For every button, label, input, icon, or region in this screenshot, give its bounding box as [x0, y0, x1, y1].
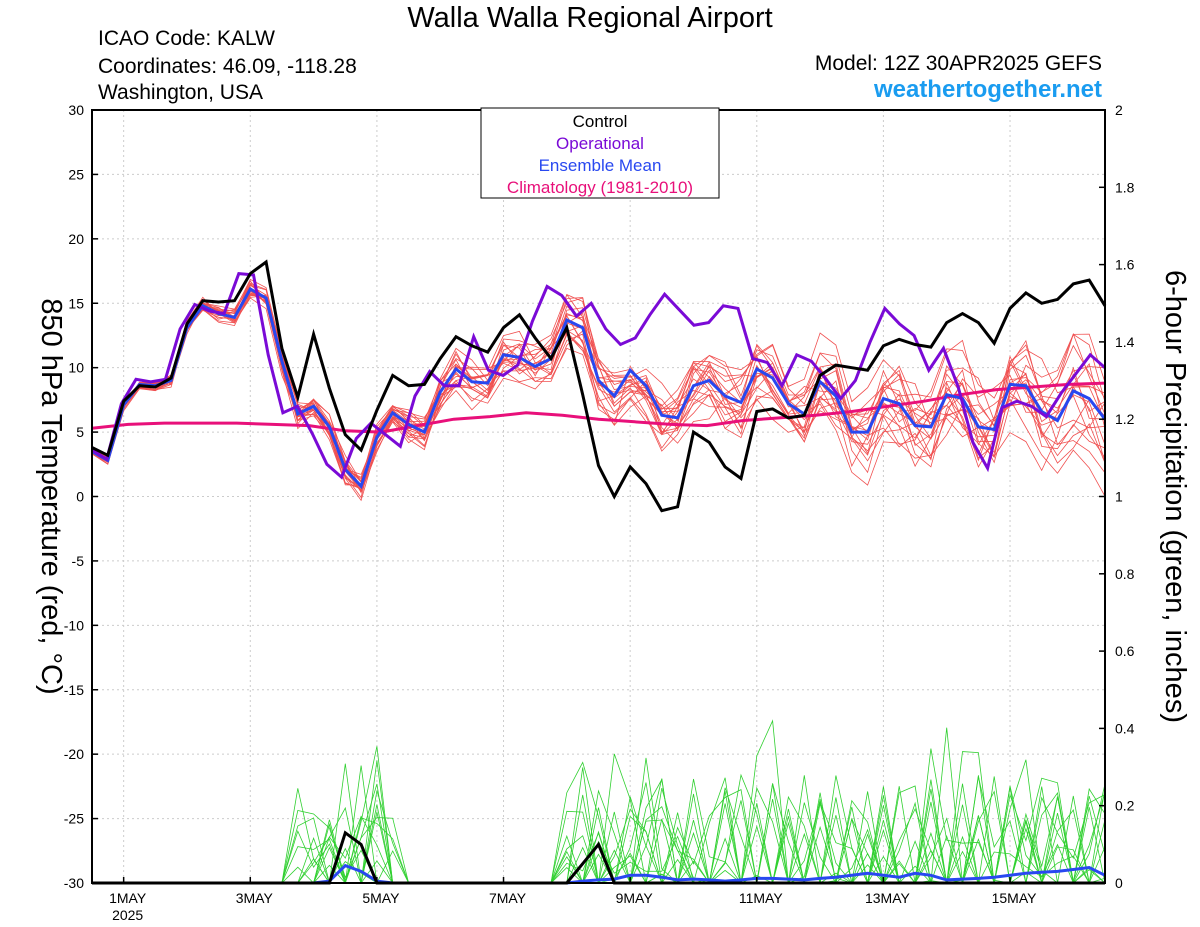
operational-temperature-line: [91, 272, 1106, 480]
right-tick-label: 0.4: [1115, 720, 1135, 736]
legend-entry: Ensemble Mean: [539, 156, 662, 175]
grid-lines: [92, 109, 1105, 884]
left-tick-label: -30: [64, 875, 84, 891]
left-tick-label: 10: [68, 360, 84, 376]
right-tick-label: 1.4: [1115, 334, 1135, 350]
left-tick-label: 0: [76, 489, 84, 505]
x-tick-label: 5MAY: [362, 890, 400, 906]
left-tick-label: -20: [64, 746, 84, 762]
ensemble-members-precipitation: [92, 719, 1106, 885]
control-precipitation-line: [92, 830, 1105, 885]
right-tick-label: 1.2: [1115, 411, 1135, 427]
left-tick-label: 25: [68, 166, 84, 182]
website-link[interactable]: weathertogether.net: [873, 76, 1102, 103]
legend-entry: Operational: [556, 134, 644, 153]
x-tick-label: 15MAY: [992, 890, 1038, 906]
x-tick-label: 1MAY: [109, 890, 147, 906]
chart-title: Walla Walla Regional Airport: [407, 2, 773, 34]
legend: Control Operational Ensemble Mean Climatolo…: [480, 107, 720, 199]
left-axis-ticks: 30 25 20 15 10 5 0 -5 -10 -15 -20 -25 -30: [64, 102, 98, 891]
temperature-member-line: [91, 278, 1106, 502]
coordinates: Coordinates: 46.09, -118.28: [98, 55, 357, 78]
left-tick-label: -10: [64, 617, 84, 633]
control-temperature-line: [91, 259, 1107, 513]
right-tick-label: 1.6: [1115, 257, 1135, 273]
left-tick-label: -5: [72, 553, 85, 569]
location: Washington, USA: [98, 81, 263, 104]
right-tick-label: 1: [1115, 489, 1123, 505]
legend-box: [480, 107, 720, 199]
right-tick-label: 0.8: [1115, 566, 1135, 582]
left-tick-label: 20: [68, 231, 84, 247]
precipitation-member-line: [92, 791, 1106, 885]
x-tick-label: 3MAY: [236, 890, 274, 906]
x-tick-label: 9MAY: [616, 890, 654, 906]
right-axis-ticks: 2 1.8 1.6 1.4 1.2 1 0.8 0.6 0.4 0.2 0: [1099, 102, 1135, 891]
precipitation-member-line: [92, 719, 1106, 885]
temperature-member-line: [91, 284, 1106, 497]
temperature-member-line: [91, 287, 1106, 475]
model-run: Model: 12Z 30APR2025 GEFS: [814, 52, 1102, 75]
temperature-member-line: [91, 294, 1106, 480]
left-tick-label: 5: [76, 424, 84, 440]
precipitation-member-line: [92, 727, 1106, 885]
icao-code: ICAO Code: KALW: [98, 27, 276, 50]
left-tick-label: 15: [68, 295, 84, 311]
temperature-member-line: [91, 292, 1106, 488]
x-tick-label: 11MAY: [739, 890, 783, 906]
left-tick-label: 30: [68, 102, 84, 118]
left-tick-label: -25: [64, 811, 84, 827]
right-tick-label: 0: [1115, 875, 1123, 891]
ensemble-mean-temperature-line: [91, 287, 1107, 490]
legend-entry: Climatology (1981-2010): [507, 178, 693, 197]
legend-entry: Control: [573, 112, 628, 131]
right-axis-label: 6-hour Precipitation (green, inches): [1159, 270, 1191, 723]
right-tick-label: 0.2: [1115, 798, 1135, 814]
right-tick-label: 2: [1115, 102, 1123, 118]
ensemble-mean-precipitation-line: [92, 863, 1106, 885]
x-tick-sublabel: 2025: [112, 907, 143, 923]
x-tick-label: 7MAY: [489, 890, 527, 906]
left-tick-label: -15: [64, 682, 84, 698]
right-tick-label: 1.8: [1115, 179, 1135, 195]
left-axis-label: 850 hPa Temperature (red, °C): [35, 298, 67, 694]
x-tick-label: 13MAY: [865, 890, 911, 906]
right-tick-label: 0.6: [1115, 643, 1135, 659]
climatology-line: [91, 381, 1106, 434]
temperature-member-line: [91, 297, 1106, 489]
